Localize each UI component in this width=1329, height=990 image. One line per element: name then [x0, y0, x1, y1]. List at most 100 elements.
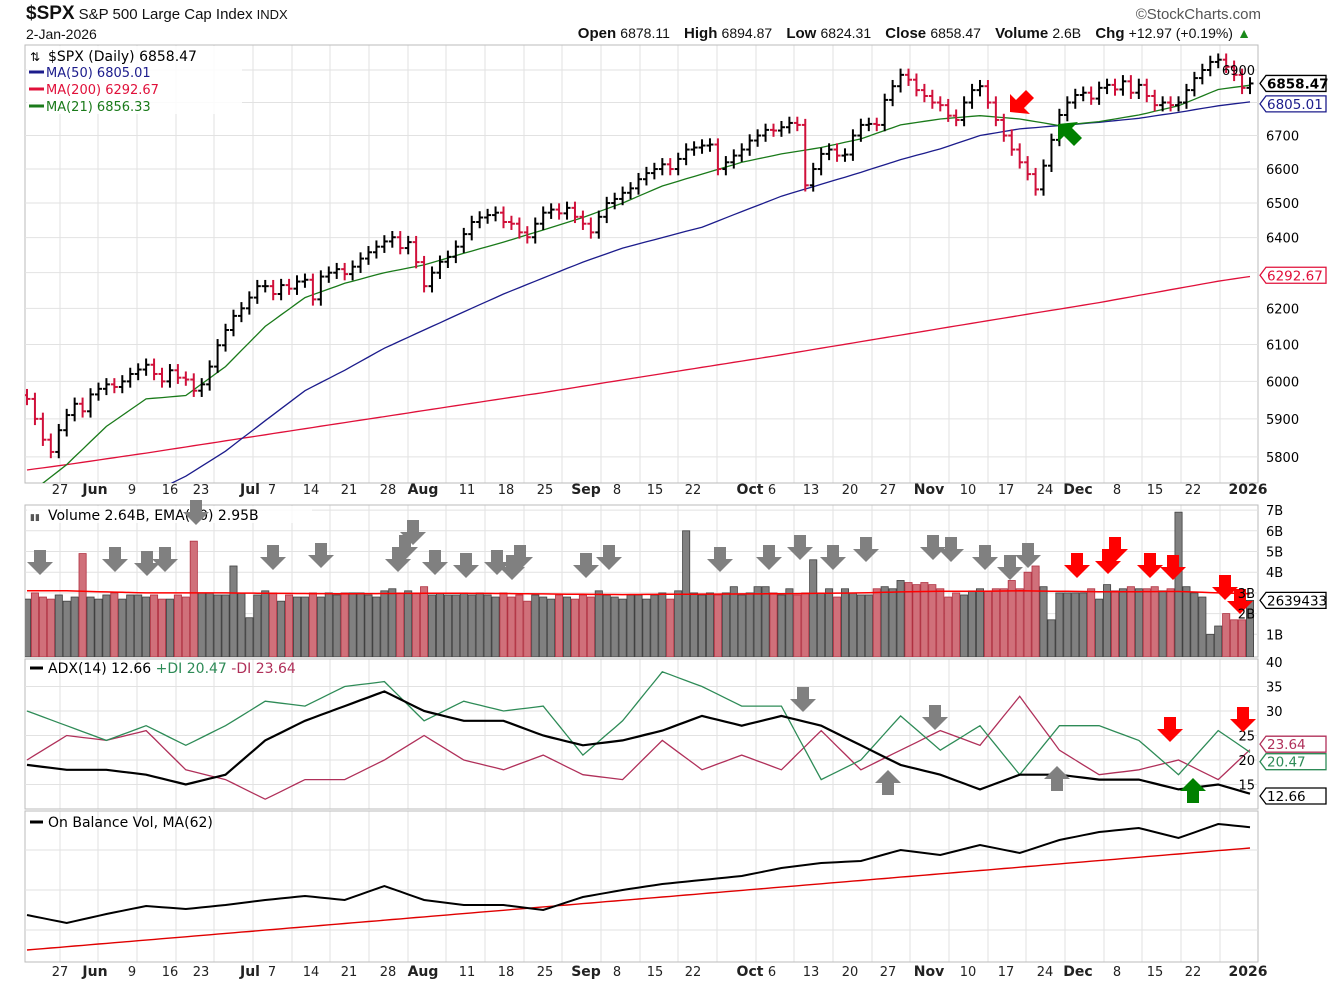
volume-annotation-arrow-icon	[573, 553, 599, 578]
price-bar	[253, 279, 261, 304]
price-bar	[1167, 96, 1175, 112]
volume-bar	[1103, 584, 1112, 657]
value-tag-box	[1259, 95, 1327, 113]
price-bar	[380, 235, 388, 253]
price-bar	[484, 208, 492, 224]
price-bar	[1016, 143, 1024, 169]
x-tick-label: 27	[880, 965, 897, 980]
volume-legend: Volume 2.64B, EMA(50) 2.95B	[48, 508, 259, 524]
volume-bar	[30, 592, 39, 657]
price-bar	[372, 240, 380, 259]
x-tick-label: 7	[268, 965, 276, 980]
plus-di-line	[26, 671, 1251, 781]
volume-bar	[197, 592, 206, 657]
volume-bar	[1150, 586, 1159, 657]
price-bar	[190, 373, 198, 397]
price-bar	[1159, 96, 1167, 112]
volume-annotation-arrow-icon	[27, 550, 53, 575]
x-tick-label: Jun	[81, 482, 107, 498]
volume-bar	[1182, 586, 1191, 657]
volume-bar	[817, 592, 826, 657]
volume-annotation-arrow-icon	[453, 553, 479, 578]
volume-bar	[626, 594, 635, 657]
volume-bar	[705, 592, 714, 657]
volume-bar	[975, 588, 984, 657]
price-bar	[603, 196, 611, 224]
x-tick-label: 16	[162, 483, 179, 498]
legend-ma50: MA(50) 6805.01	[46, 66, 151, 81]
price-bar	[666, 158, 674, 176]
price-bar	[1151, 89, 1159, 112]
price-bar	[706, 138, 714, 152]
obv-legend: On Balance Vol, MA(62)	[48, 815, 213, 831]
price-bar	[881, 93, 889, 132]
price-bar	[944, 98, 952, 122]
price-bar	[785, 116, 793, 134]
price-bar	[150, 358, 158, 381]
brand-logo[interactable]: ©StockCharts.com	[1135, 6, 1261, 23]
adx-annotation-arrow-icon	[875, 770, 901, 795]
x-tick-label: 18	[498, 483, 515, 498]
price-bar	[515, 217, 523, 239]
volume-bar	[594, 590, 603, 657]
price-axis-label: 5900	[1266, 413, 1299, 428]
volume-bar	[134, 594, 143, 657]
x-tick-label: Jun	[81, 964, 107, 980]
volume-bar	[38, 596, 47, 657]
price-bar	[635, 172, 642, 195]
volume-annotation-arrow-icon	[1137, 553, 1163, 578]
x-tick-label: 6	[768, 483, 776, 498]
volume-bar	[745, 592, 754, 657]
volume-bar	[769, 592, 778, 657]
price-bar	[650, 162, 658, 180]
volume-bar	[658, 592, 667, 657]
price-bar	[182, 371, 190, 386]
price-bar	[539, 206, 547, 230]
price-bar	[499, 206, 507, 229]
obv-ma-line	[26, 847, 1251, 951]
price-bar	[1206, 55, 1214, 77]
price-bar	[1095, 81, 1103, 105]
volume-bar	[165, 598, 174, 657]
price-bar	[1143, 78, 1151, 103]
x-tick-label: 20	[842, 965, 859, 980]
volume-bar	[459, 592, 468, 657]
volume-bar	[991, 588, 1000, 657]
adx-axis-label: 25	[1238, 730, 1255, 745]
price-bar	[857, 118, 865, 142]
volume-axis-label: 1B	[1266, 628, 1283, 643]
volume-bar	[721, 592, 730, 657]
volume-annotation-arrow-icon	[134, 551, 160, 576]
x-tick-label: 9	[128, 483, 136, 498]
volume-bar	[888, 588, 897, 657]
x-tick-label: Dec	[1063, 482, 1092, 498]
price-bar	[738, 143, 746, 162]
price-axis-label: 6200	[1266, 302, 1299, 317]
x-tick-label: 24	[1037, 965, 1054, 980]
price-bar	[301, 273, 309, 288]
price-bar	[1214, 53, 1222, 69]
value-tag-text: 6292.67	[1267, 268, 1323, 284]
price-bar	[134, 363, 142, 381]
volume-bar	[253, 594, 262, 657]
x-tick-label: 20	[842, 483, 859, 498]
volume-label: Volume	[995, 25, 1049, 42]
x-tick-label: Sep	[571, 964, 601, 980]
price-bar	[928, 89, 936, 109]
price-bar	[658, 158, 666, 176]
volume-bar	[1079, 592, 1088, 657]
volume-annotation-arrow-icon	[1160, 555, 1186, 580]
high-value: 6894.87	[721, 25, 773, 41]
volume-bar	[1174, 511, 1183, 657]
volume-annotation-arrow-icon	[183, 500, 209, 525]
price-bar	[746, 134, 754, 156]
x-tick-label: 21	[341, 483, 358, 498]
ma200-value-tag: 6292.67	[1259, 266, 1327, 284]
price-bar	[94, 382, 102, 401]
volume-bar	[840, 588, 849, 657]
volume-bar	[491, 596, 500, 657]
price-bar	[206, 360, 214, 391]
price-bar	[865, 117, 873, 132]
volume-annotation-arrow-icon	[1064, 553, 1090, 578]
